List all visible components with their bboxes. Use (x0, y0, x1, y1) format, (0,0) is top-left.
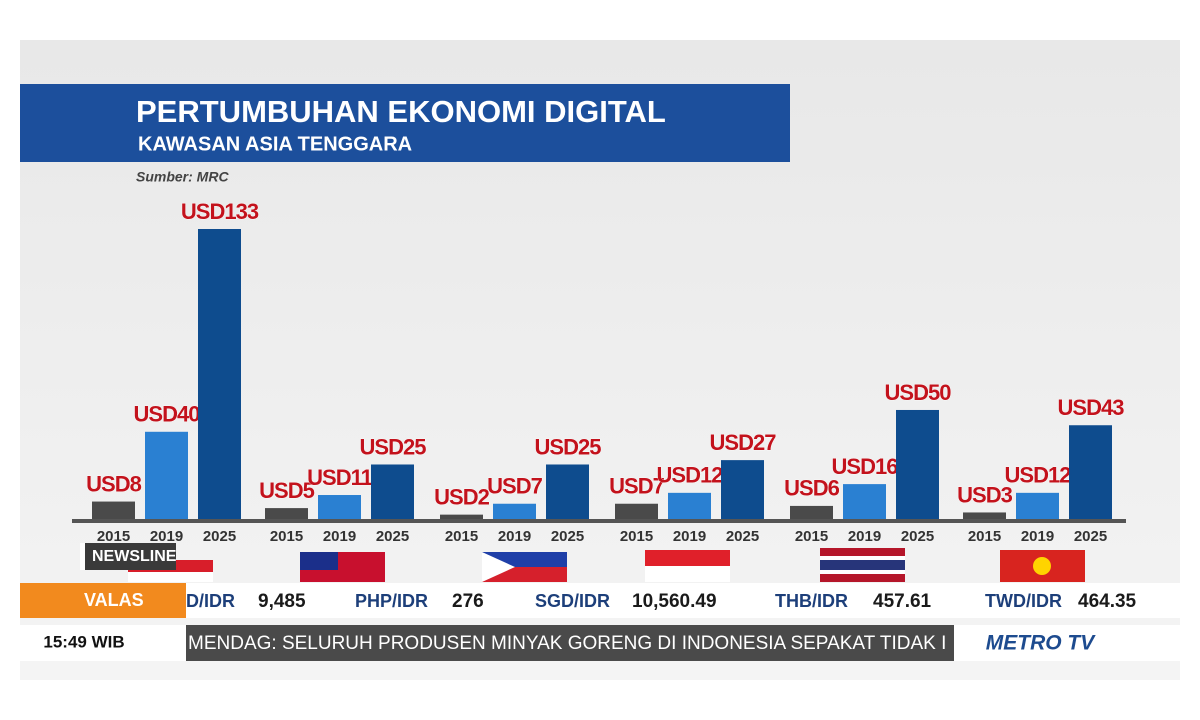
rate-value: 9,485 (258, 591, 306, 612)
flag-sg-white (645, 566, 730, 582)
ticker-label: VALAS (84, 590, 144, 610)
category-label: 2015 (445, 528, 478, 545)
bar (896, 409, 939, 519)
category-label: 2015 (620, 528, 653, 545)
category-label: 2025 (203, 528, 236, 545)
value-label: USD8 (86, 471, 141, 496)
bar (145, 431, 188, 519)
value-label: USD6 (784, 476, 839, 501)
value-label: USD7 (487, 474, 542, 499)
headline-bar (186, 625, 954, 661)
subtitle: KAWASAN ASIA TENGGARA (138, 133, 412, 155)
rate-pair: SGD/IDR (535, 591, 610, 611)
flag-sg (645, 550, 730, 566)
category-label: 2015 (968, 528, 1001, 545)
value-label: USD16 (832, 454, 899, 479)
category-label: 2025 (376, 528, 409, 545)
bar (92, 501, 135, 519)
title-banner (20, 84, 790, 162)
value-label: USD40 (134, 402, 201, 427)
time: 15:49 WIB (43, 632, 124, 651)
rate-pair: D/IDR (186, 591, 235, 611)
bar (668, 492, 711, 519)
bar (318, 495, 361, 519)
flag-id-white (128, 572, 213, 582)
flags (128, 548, 1085, 582)
value-label: USD12 (1005, 463, 1072, 488)
category-label: 2025 (726, 528, 759, 545)
flag-ph-tri (482, 552, 515, 582)
flag-th-blue (820, 560, 905, 570)
value-label: USD12 (657, 463, 724, 488)
value-label: USD3 (957, 482, 1012, 507)
rate-value: 464.35 (1078, 591, 1137, 612)
headline: MENDAG: SELURUH PRODUSEN MINYAK GORENG D… (188, 633, 946, 654)
bar (440, 514, 483, 519)
rate-value: 457.61 (873, 591, 932, 612)
rate-pair: TWD/IDR (985, 591, 1062, 611)
rate-pair: PHP/IDR (355, 591, 428, 611)
bar (843, 484, 886, 519)
bar (721, 460, 764, 519)
title: PERTUMBUHAN EKONOMI DIGITAL (136, 94, 666, 129)
category-label: 2019 (848, 528, 881, 545)
value-label: USD43 (1058, 395, 1125, 420)
flag-vn-star (1033, 557, 1051, 575)
logo: METRO TV (986, 632, 1096, 655)
rates: D/IDR 9,485 PHP/IDR 276 SGD/IDR 10,560.49 THB/… (186, 591, 1137, 612)
ticker-label-box (20, 583, 186, 618)
value-label: USD25 (360, 434, 427, 459)
category-label: 2019 (498, 528, 531, 545)
category-label: 2025 (1074, 528, 1107, 545)
bar (546, 464, 589, 519)
category-label: 2019 (673, 528, 706, 545)
value-label: USD2 (434, 484, 489, 509)
bar (790, 505, 833, 519)
value-label: USD50 (885, 380, 952, 405)
flag-my-canton (300, 552, 338, 570)
category-label: 2019 (1021, 528, 1054, 545)
category-label: 2015 (270, 528, 303, 545)
bar (493, 503, 536, 519)
bar (265, 508, 308, 519)
logo-box (954, 625, 1180, 661)
category-label: 2025 (901, 528, 934, 545)
value-label: USD27 (710, 430, 777, 455)
ticker-bar (20, 583, 1180, 618)
program-mark (80, 543, 85, 570)
category-label: 2019 (323, 528, 356, 545)
source: Sumber: MRC (136, 169, 229, 185)
bar (371, 464, 414, 519)
program: NEWSLINE (92, 548, 177, 565)
value-label: USD11 (307, 465, 372, 490)
bar (615, 503, 658, 519)
value-label: USD25 (535, 434, 602, 459)
value-label: USD5 (259, 478, 314, 503)
category-label: 2025 (551, 528, 584, 545)
rate-value: 276 (452, 591, 484, 612)
bar (1016, 492, 1059, 519)
category-label: 2015 (97, 528, 130, 545)
rate-value: 10,560.49 (632, 591, 717, 612)
bar (198, 229, 241, 519)
value-label: USD133 (181, 199, 259, 224)
charts: USD8 2015 USD40 2019 USD133 2025 USD5 2015 USD11… (86, 199, 1126, 545)
value-label: USD7 (609, 474, 664, 499)
bar (1069, 425, 1112, 519)
category-label: 2015 (795, 528, 828, 545)
bar (963, 512, 1006, 519)
rate-pair: THB/IDR (775, 591, 848, 611)
time-box (20, 625, 186, 661)
program-box (80, 543, 176, 570)
category-label: 2019 (150, 528, 183, 545)
